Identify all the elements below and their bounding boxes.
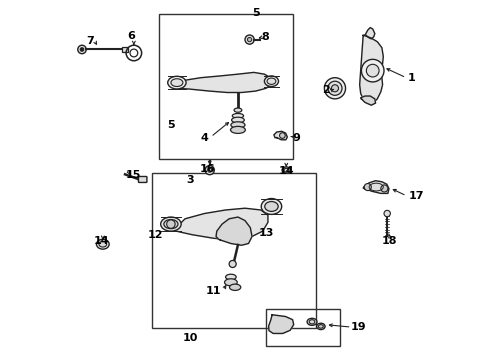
Circle shape bbox=[280, 133, 285, 138]
Text: 9: 9 bbox=[293, 133, 300, 143]
Text: 1: 1 bbox=[407, 73, 415, 83]
Ellipse shape bbox=[168, 76, 186, 89]
Ellipse shape bbox=[309, 320, 315, 324]
Text: 15: 15 bbox=[126, 171, 141, 180]
Text: 10: 10 bbox=[183, 333, 198, 343]
Text: 14: 14 bbox=[94, 237, 109, 247]
Circle shape bbox=[384, 210, 391, 217]
Text: 5: 5 bbox=[252, 8, 259, 18]
Text: 4: 4 bbox=[200, 133, 208, 143]
Ellipse shape bbox=[234, 108, 242, 112]
Ellipse shape bbox=[307, 318, 317, 325]
Ellipse shape bbox=[282, 167, 291, 173]
Circle shape bbox=[367, 64, 379, 77]
Circle shape bbox=[167, 220, 175, 228]
Text: 13: 13 bbox=[259, 228, 274, 238]
Circle shape bbox=[245, 35, 254, 44]
Polygon shape bbox=[361, 96, 375, 105]
Text: 8: 8 bbox=[261, 32, 269, 42]
Text: 7: 7 bbox=[86, 36, 94, 46]
Circle shape bbox=[205, 166, 214, 175]
Ellipse shape bbox=[232, 113, 244, 118]
Circle shape bbox=[78, 45, 86, 54]
Ellipse shape bbox=[230, 126, 245, 134]
Text: 11: 11 bbox=[205, 286, 221, 296]
Circle shape bbox=[328, 81, 342, 95]
Circle shape bbox=[324, 78, 345, 99]
Polygon shape bbox=[269, 315, 294, 333]
Circle shape bbox=[381, 185, 388, 192]
Ellipse shape bbox=[317, 323, 325, 330]
Text: 2: 2 bbox=[322, 85, 330, 95]
Circle shape bbox=[80, 48, 84, 51]
Ellipse shape bbox=[99, 242, 107, 247]
Ellipse shape bbox=[284, 168, 289, 172]
Bar bbox=[122, 47, 128, 52]
Text: 16: 16 bbox=[200, 164, 216, 174]
Polygon shape bbox=[274, 131, 287, 140]
Polygon shape bbox=[174, 72, 271, 93]
Text: 5: 5 bbox=[167, 120, 175, 130]
Ellipse shape bbox=[232, 117, 245, 123]
Ellipse shape bbox=[97, 239, 109, 249]
Ellipse shape bbox=[265, 76, 278, 86]
Polygon shape bbox=[176, 208, 268, 240]
Text: 17: 17 bbox=[409, 191, 424, 201]
Polygon shape bbox=[365, 28, 375, 39]
FancyBboxPatch shape bbox=[139, 176, 147, 183]
Ellipse shape bbox=[267, 78, 276, 84]
Text: 12: 12 bbox=[147, 230, 163, 240]
Bar bbox=[266, 309, 340, 346]
Ellipse shape bbox=[229, 284, 241, 291]
Ellipse shape bbox=[265, 202, 278, 211]
Ellipse shape bbox=[318, 325, 323, 328]
Circle shape bbox=[247, 37, 252, 42]
Ellipse shape bbox=[161, 217, 181, 231]
Ellipse shape bbox=[164, 220, 178, 229]
Ellipse shape bbox=[225, 274, 236, 280]
Text: 6: 6 bbox=[127, 31, 135, 41]
Bar bbox=[159, 14, 293, 159]
Text: 18: 18 bbox=[382, 237, 397, 247]
Text: 3: 3 bbox=[187, 175, 194, 185]
Polygon shape bbox=[360, 35, 383, 104]
Text: 14: 14 bbox=[279, 166, 294, 176]
Bar bbox=[151, 173, 316, 328]
Polygon shape bbox=[363, 181, 389, 193]
Circle shape bbox=[331, 85, 339, 92]
Circle shape bbox=[229, 260, 236, 267]
Ellipse shape bbox=[171, 79, 183, 86]
Circle shape bbox=[364, 184, 371, 190]
Ellipse shape bbox=[261, 198, 282, 215]
Ellipse shape bbox=[224, 279, 237, 286]
Text: 19: 19 bbox=[351, 322, 367, 332]
Ellipse shape bbox=[231, 122, 245, 128]
Circle shape bbox=[362, 59, 384, 82]
Polygon shape bbox=[216, 217, 252, 245]
Circle shape bbox=[208, 168, 212, 172]
